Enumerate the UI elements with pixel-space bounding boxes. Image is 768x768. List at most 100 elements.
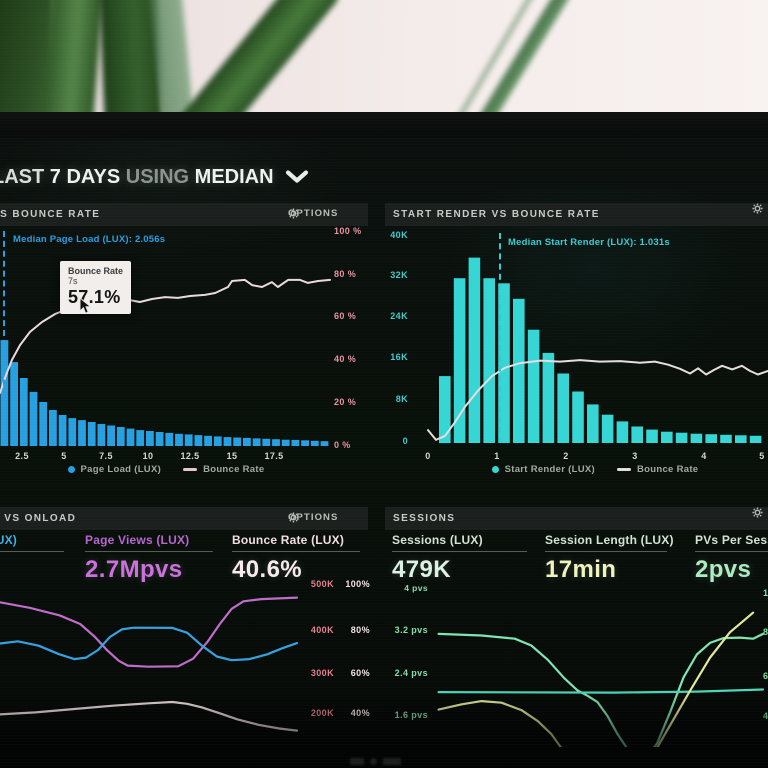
x-tick: 3 [632,451,638,461]
y-tick: 24K [390,311,408,321]
options-button[interactable]: OPTIONS [288,512,338,523]
y-tick-pvs: 3.2 pvs [394,625,428,635]
x-tick: 10 [142,451,154,461]
y-tick-pct: 60% [350,668,370,678]
dashboard-screen [0,138,768,768]
legend-label: Bounce Rate [637,464,699,475]
y-tick: 80 % [334,269,357,279]
panel-header [385,203,768,226]
metric-column-sessions: Sessions (LUX) 479K [392,533,527,584]
x-tick: 7.5 [99,451,113,461]
y-tick-right-partial: 1 [763,588,768,598]
options-label: OPTIONS [288,208,339,219]
x-tick: 17.5 [264,451,284,461]
y-tick: 16K [390,352,408,362]
y-tick: 32K [390,270,408,280]
metric-column-session-length: Session Length (LUX) 17min [545,533,674,584]
gear-icon [288,512,299,523]
median-annotation: Median Page Load (LUX): 2.056s [13,234,166,245]
metric-column-pvs-per-session: PVs Per Session 2pvs [695,533,768,584]
x-tick: 0 [425,451,431,461]
y-tick-pct: 100% [345,579,370,589]
legend-page-load[interactable]: Page Load (LUX) [67,464,162,475]
metric-label: Page Views (LUX) [85,533,190,547]
x-tick: 12.5 [180,451,200,461]
gear-icon [752,506,763,518]
legend-bounce-rate[interactable]: Bounce Rate [617,464,698,475]
metric-column-page-views: Page Views (LUX) 2.7Mpvs [85,533,213,584]
y-tick-right-partial: 8 [763,627,768,637]
startrender-bar-chart[interactable] [420,228,768,448]
panel-title: S VS ONLOAD [0,513,77,524]
y-tick-pct: 80% [350,625,370,635]
sessions-line-chart[interactable] [432,585,765,747]
metric-value: 2pvs [695,556,752,583]
options-label: OPTIONS [288,512,339,523]
metric-value: 479K [392,556,451,583]
metric-underline [392,551,527,552]
panel-title: START RENDER VS BOUNCE RATE [393,209,600,220]
time-range-dropdown[interactable]: LAST 7 DAYS USING MEDIAN [0,166,309,189]
metric-column: (LUX) [0,533,64,552]
metric-label: (LUX) [0,533,17,547]
metric-underline [0,551,64,552]
range-using-label: USING [125,166,190,188]
median-line [3,231,5,445]
x-tick: 2.5 [15,451,29,461]
metric-column-bounce-rate: Bounce Rate (LUX) 40.6% [232,533,360,584]
metric-underline [695,551,768,552]
metric-value: 2.7Mpvs [85,556,183,583]
y-tick-pvs: 4 pvs [404,583,428,593]
median-line [499,233,501,443]
legend-line-icon [183,468,198,471]
y-tick-right-partial: 4 [763,711,768,721]
median-annotation: Median Start Render (LUX): 1.031s [508,237,670,248]
y-tick-right-partial: 6 [763,671,768,681]
y-tick: 60 % [334,311,357,321]
tooltip-value: 57.1% [68,287,121,307]
legend-start-render[interactable]: Start Render (LUX) [491,464,595,475]
panel-header [0,507,368,530]
x-tick: 5 [61,451,67,461]
y-tick: 8K [395,394,408,404]
legend-label: Page Load (LUX) [80,464,162,475]
legend-bounce-rate[interactable]: Bounce Rate [183,464,264,475]
monitor-logo [350,758,414,765]
panel-header [0,203,368,226]
metric-label: PVs Per Session [695,533,768,547]
legend-line-icon [617,468,631,471]
y-tick-pvs: 1.6 pvs [394,710,428,720]
x-tick: 2 [563,451,569,461]
options-button[interactable]: OPTIONS [288,208,338,219]
metric-underline [232,551,360,552]
gear-icon [752,202,763,214]
metric-value: 17min [545,556,617,583]
metric-underline [85,551,213,552]
chevron-down-icon [286,170,309,183]
mouse-cursor [79,297,92,314]
metric-value: 40.6% [232,556,303,583]
panel-title: SESSIONS [393,513,456,524]
y-tick-pvs: 2.4 pvs [394,668,428,678]
panel-title: VS BOUNCE RATE [0,209,101,220]
y-tick-k: 300K [310,668,334,678]
y-tick: 40 % [334,354,357,364]
y-tick: 0 % [334,440,351,450]
y-tick: 100 % [334,226,362,236]
metric-label: Session Length (LUX) [545,533,674,547]
range-last-label: LAST [0,166,45,188]
legend-label: Start Render (LUX) [504,464,595,475]
legend-label: Bounce Rate [203,464,265,475]
tooltip-series: Bounce Rate [68,266,124,276]
x-tick: 4 [701,451,707,461]
metric-label: Bounce Rate (LUX) [232,533,345,547]
y-tick: 20 % [334,397,357,407]
chart-tooltip: Bounce Rate 7s 57.1% [60,261,132,314]
y-tick-k: 500K [310,579,334,589]
y-tick: 40K [390,230,408,240]
y-tick-k: 400K [310,625,334,635]
